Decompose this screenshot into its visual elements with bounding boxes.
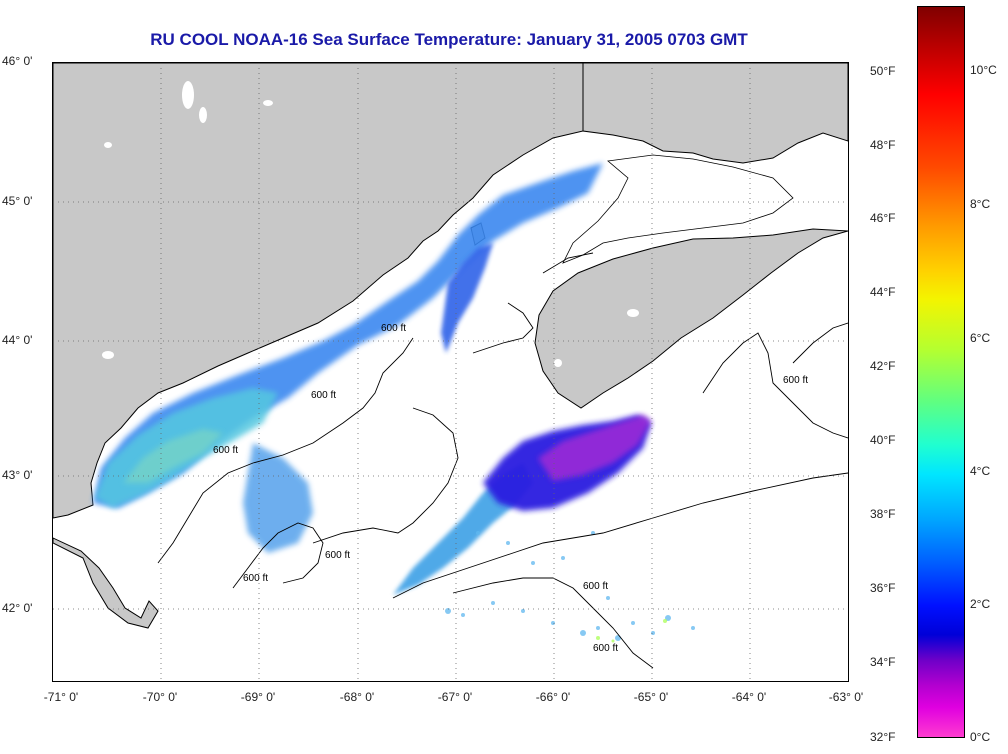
contour-label: 600 ft [583,581,608,592]
nova-scotia [534,228,848,409]
lat-label-45: 45° 0' [2,194,33,208]
bay-of-fundy [562,154,794,264]
lon-label-71: -71° 0' [43,690,79,704]
colorbar-f-label: 42°F [870,359,896,373]
colorbar-c-label: 2°C [970,597,991,611]
temperature-colorbar [917,6,965,738]
land-masses [53,63,848,629]
colorbar-f-label: 50°F [870,64,896,78]
colorbar-c-label: 8°C [970,197,991,211]
contour-label: 600 ft [213,445,238,456]
lat-label-46: 46° 0' [2,54,33,68]
lakes [102,81,639,367]
contour-label: 600 ft [325,550,350,561]
contour-label: 600 ft [783,375,808,386]
lon-label-69: -69° 0' [240,690,276,704]
contour-label: 600 ft [243,573,268,584]
bathymetry-contours [157,252,848,669]
colorbar-f-label: 32°F [870,730,896,744]
colorbar-f-label: 48°F [870,138,896,152]
colorbar-f-label: 38°F [870,507,896,521]
sst-map: 600 ft 600 ft 600 ft 600 ft 600 ft 600 f… [52,62,849,682]
lon-label-64: -64° 0' [731,690,767,704]
contour-label: 600 ft [381,323,406,334]
lat-label-42: 42° 0' [2,601,33,615]
lon-label-67: -67° 0' [437,690,473,704]
colorbar-f-label: 44°F [870,285,896,299]
graticule [53,63,848,681]
colorbar-f-label: 36°F [870,581,896,595]
cape-cod [53,537,159,629]
lon-label-68: -68° 0' [339,690,375,704]
colorbar-f-label: 40°F [870,433,896,447]
colorbar-f-label: 46°F [870,211,896,225]
colorbar-f-label: 34°F [870,655,896,669]
sst-imagery [93,163,695,643]
lon-label-70: -70° 0' [142,690,178,704]
contour-label: 600 ft [311,390,336,401]
map-title: RU COOL NOAA-16 Sea Surface Temperature:… [150,30,748,49]
mainland-maine-newbrunswick [53,63,584,519]
gaspe-northeast [582,63,848,164]
lat-label-44: 44° 0' [2,333,33,347]
colorbar-c-label: 0°C [970,730,991,744]
colorbar-c-label: 6°C [970,331,991,345]
contour-label: 600 ft [593,643,618,654]
colorbar-c-label: 4°C [970,464,991,478]
lon-label-63: -63° 0' [828,690,864,704]
lon-label-65: -65° 0' [633,690,669,704]
colorbar-c-label: 10°C [970,63,997,77]
lon-label-66: -66° 0' [535,690,571,704]
lat-label-43: 43° 0' [2,468,33,482]
